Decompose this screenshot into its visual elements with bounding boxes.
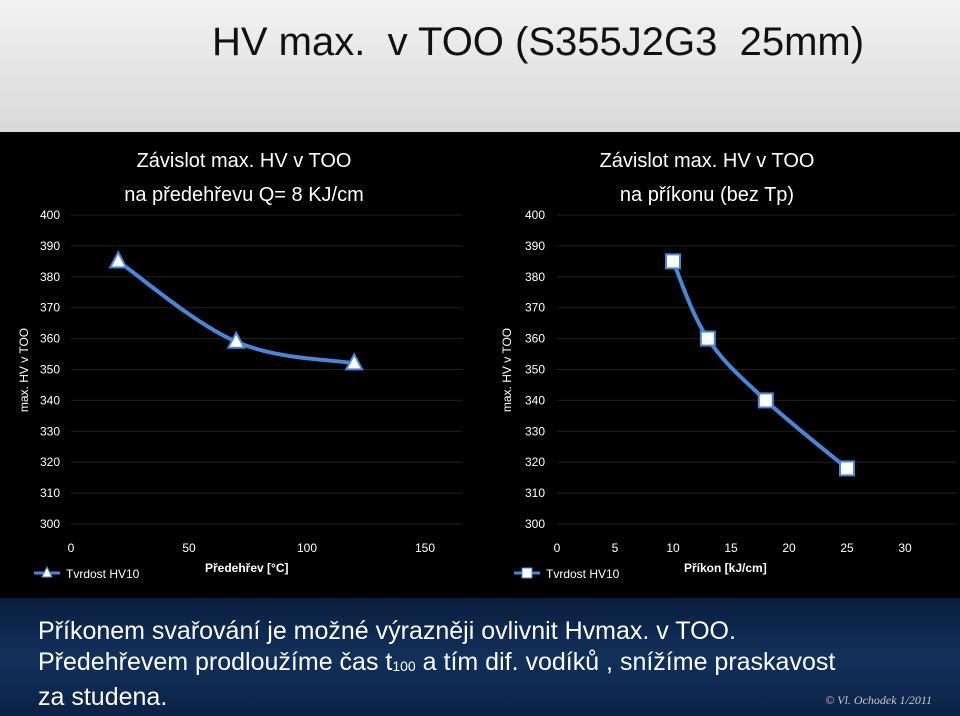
chart-svg: 300 310 320 330 340 350 360 370 380 390 400 0 50 100 1… — [17, 150, 462, 581]
note-line-2a: Předehřevem prodloužíme čas t — [38, 648, 393, 676]
title-band — [0, 0, 960, 132]
x-tick-label: 25 — [840, 541, 854, 555]
chart-title-line-2: na příkonu (bez Tp) — [620, 184, 794, 206]
note-line-3: za studena. — [38, 683, 168, 711]
y-tick-label: 370 — [40, 301, 60, 315]
y-tick-label: 350 — [525, 363, 545, 377]
note-band: Příkonem svařování je možné výrazněji ov… — [0, 598, 960, 716]
y-tick-label: 350 — [40, 363, 60, 377]
note-text: Příkonem svařování je možné výrazněji ov… — [38, 616, 938, 713]
legend-marker-icon — [521, 567, 533, 579]
series-line — [671, 259, 849, 471]
x-tick-label: 30 — [898, 541, 912, 555]
data-point-square — [839, 460, 855, 477]
y-tick-label: 330 — [40, 424, 60, 438]
x-axis-label: Příkon [kJ/cm] — [684, 561, 767, 575]
slide-title: HV max. v TOO (S355J2G3 25mm) — [212, 20, 865, 64]
data-point-square — [757, 392, 774, 409]
y-tick-label: 380 — [40, 270, 60, 284]
chart-heat-input: 300 310 320 330 340 350 360 370 380 390 400 0 5 10 15 2… — [486, 141, 960, 591]
chart-title-line-1: Závislot max. HV v TOO — [137, 150, 352, 172]
chart-svg: 300 310 320 330 340 350 360 370 380 390 400 0 5 10 15 2… — [500, 150, 956, 581]
y-tick-label: 300 — [40, 517, 60, 531]
y-tick-label: 330 — [525, 424, 545, 438]
y-tick-label: 310 — [525, 486, 545, 500]
x-axis-label: Předehřev [°C] — [205, 561, 289, 575]
y-tick-label: 380 — [525, 270, 545, 284]
y-axis-label: max. HV v TOO — [17, 328, 31, 412]
x-tick-label: 10 — [666, 541, 680, 555]
data-point-square — [665, 253, 681, 270]
y-tick-label: 390 — [40, 239, 60, 253]
chart-title-line-2: na předehřevu Q= 8 KJ/cm — [124, 184, 364, 206]
y-tick-label: 360 — [525, 332, 545, 346]
legend-label: Tvrdost HV10 — [66, 567, 140, 581]
x-tick-label: 20 — [782, 541, 796, 555]
legend-label: Tvrdost HV10 — [546, 567, 620, 581]
note-line-1: Příkonem svařování je možné výrazněji ov… — [38, 617, 736, 645]
y-tick-label: 390 — [525, 239, 545, 253]
y-tick-label: 300 — [525, 517, 545, 531]
y-tick-label: 340 — [40, 393, 60, 407]
y-tick-label: 360 — [40, 332, 60, 346]
x-tick-label: 150 — [415, 541, 435, 555]
x-tick-label: 100 — [297, 541, 317, 555]
note-line-2b: a tím dif. vodíků , snížíme praskavost — [415, 648, 836, 676]
x-tick-label: 0 — [554, 541, 561, 555]
x-tick-label: 0 — [68, 541, 75, 555]
author-credit: © Vl. Ochodek 1/2011 — [825, 693, 932, 707]
y-axis-label: max. HV v TOO — [500, 328, 514, 412]
chart-preheat: 300 310 320 330 340 350 360 370 380 390 400 0 50 100 1… — [0, 141, 466, 591]
data-point-triangle — [226, 330, 246, 349]
x-tick-label: 15 — [724, 541, 738, 555]
y-tick-label: 320 — [40, 455, 60, 469]
data-point-square — [699, 330, 716, 347]
y-tick-label: 400 — [525, 208, 545, 222]
y-tick-label: 310 — [40, 486, 60, 500]
y-tick-label: 400 — [40, 208, 60, 222]
note-line-2-sub: 100 — [392, 658, 416, 674]
chart-title-line-1: Závislot max. HV v TOO — [600, 150, 815, 172]
legend-marker-icon — [41, 565, 53, 578]
data-point-triangle — [344, 352, 364, 371]
y-tick-label: 340 — [525, 393, 545, 407]
x-tick-label: 50 — [182, 541, 196, 555]
y-tick-label: 370 — [525, 301, 545, 315]
x-tick-label: 5 — [612, 541, 619, 555]
data-point-triangle — [108, 250, 128, 269]
y-tick-label: 320 — [525, 455, 545, 469]
